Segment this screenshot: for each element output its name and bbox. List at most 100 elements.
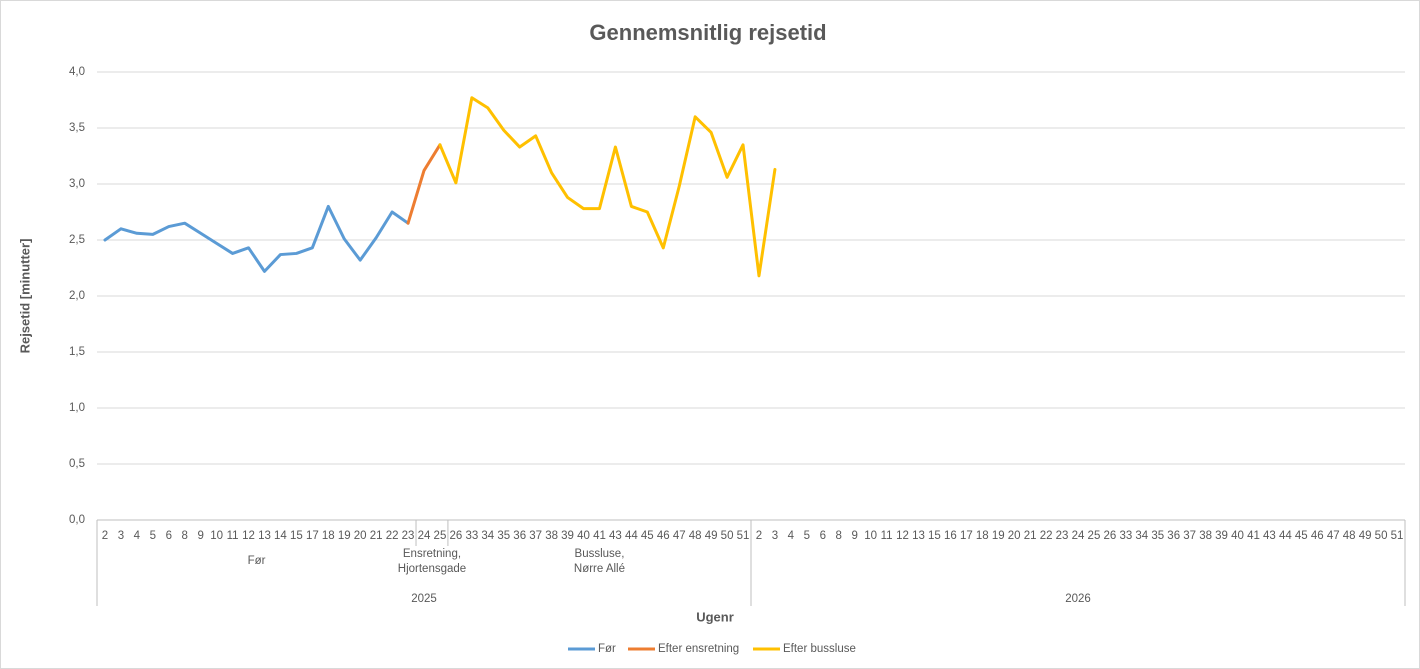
x-tick-label: 17 [960, 530, 973, 542]
x-tick-label: 21 [1024, 530, 1037, 542]
x-tick-label: 8 [182, 530, 188, 542]
subgroup-label: Bussluse, Nørre Allé [574, 548, 625, 575]
x-tick-label: 37 [1183, 530, 1196, 542]
x-tick-label: 2 [102, 530, 108, 542]
y-tick-label: 1,5 [69, 346, 85, 358]
x-tick-label: 49 [705, 530, 718, 542]
x-tick-label: 24 [418, 530, 431, 542]
x-tick-label: 19 [338, 530, 351, 542]
legend-label: Efter ensretning [658, 643, 739, 655]
x-tick-label: 18 [322, 530, 335, 542]
x-tick-label: 14 [274, 530, 287, 542]
x-tick-label: 43 [609, 530, 622, 542]
x-tick-label: 33 [1119, 530, 1132, 542]
x-tick-label: 2 [756, 530, 762, 542]
x-tick-label: 43 [1263, 530, 1276, 542]
x-tick-label: 22 [1040, 530, 1053, 542]
x-tick-label: 48 [689, 530, 702, 542]
x-tick-label: 36 [513, 530, 526, 542]
x-tick-label: 11 [881, 530, 893, 542]
subgroup-label-line: Nørre Allé [574, 563, 625, 575]
chart-title: Gennemsnitlig rejsetid [589, 20, 826, 45]
x-tick-label: 35 [497, 530, 510, 542]
x-tick-label: 46 [657, 530, 670, 542]
x-tick-label: 6 [166, 530, 172, 542]
x-tick-label: 12 [896, 530, 909, 542]
x-tick-label: 23 [402, 530, 415, 542]
x-tick-label: 6 [820, 530, 826, 542]
x-tick-label: 39 [1215, 530, 1228, 542]
series-line [406, 143, 442, 225]
subgroup-label-line: Ensretning, [403, 548, 461, 560]
x-tick-label: 46 [1311, 530, 1324, 542]
subgroup-label: Før [248, 555, 266, 567]
group-label: 2026 [1065, 593, 1091, 605]
x-tick-label: 20 [354, 530, 367, 542]
x-tick-label: 20 [1008, 530, 1021, 542]
x-tick-label: 3 [772, 530, 778, 542]
y-axis-title: Rejsetid [minutter] [17, 239, 32, 354]
series-line [103, 204, 410, 273]
x-tick-label: 5 [804, 530, 810, 542]
x-tick-label: 12 [242, 530, 255, 542]
x-tick-label: 51 [1391, 530, 1404, 542]
x-tick-label: 44 [625, 530, 638, 542]
group-label: 2025 [411, 593, 437, 605]
y-tick-label: 0,5 [69, 458, 85, 470]
y-tick-label: 3,5 [69, 122, 85, 134]
x-tick-label: 50 [1375, 530, 1388, 542]
subgroup-label-line: Før [248, 555, 266, 567]
x-tick-label: 49 [1359, 530, 1372, 542]
x-tick-label: 34 [1135, 530, 1148, 542]
x-tick-label: 11 [227, 530, 239, 542]
x-tick-label: 34 [481, 530, 494, 542]
y-tick-label: 4,0 [69, 66, 85, 78]
x-tick-label: 47 [673, 530, 686, 542]
x-tick-label: 8 [836, 530, 842, 542]
x-tick-label: 15 [928, 530, 941, 542]
x-tick-label: 17 [306, 530, 319, 542]
x-tick-label: 24 [1072, 530, 1085, 542]
y-tick-label: 0,0 [69, 514, 85, 526]
x-tick-label: 5 [150, 530, 156, 542]
x-tick-label: 21 [370, 530, 383, 542]
x-tick-label: 10 [864, 530, 877, 542]
x-tick-label: 45 [1295, 530, 1308, 542]
x-tick-label: 26 [450, 530, 463, 542]
x-tick-label: 45 [641, 530, 654, 542]
x-tick-label: 33 [465, 530, 478, 542]
x-tick-label: 10 [210, 530, 223, 542]
x-tick-label: 40 [1231, 530, 1244, 542]
x-tick-label: 51 [737, 530, 750, 542]
x-tick-label: 39 [561, 530, 574, 542]
y-tick-label: 2,0 [69, 290, 85, 302]
y-tick-label: 1,0 [69, 402, 85, 414]
x-tick-label: 13 [912, 530, 925, 542]
legend-label: Før [598, 643, 616, 655]
x-tick-label: 40 [577, 530, 590, 542]
x-tick-label: 18 [976, 530, 989, 542]
x-tick-label: 26 [1104, 530, 1117, 542]
x-tick-label: 35 [1151, 530, 1164, 542]
x-tick-label: 25 [434, 530, 447, 542]
x-tick-label: 25 [1088, 530, 1101, 542]
x-tick-label: 36 [1167, 530, 1180, 542]
legend-label: Efter bussluse [783, 643, 856, 655]
x-tick-label: 15 [290, 530, 303, 542]
x-tick-label: 41 [593, 530, 606, 542]
x-tick-label: 16 [944, 530, 957, 542]
series-line [438, 96, 777, 278]
subgroup-label: Ensretning, Hjortensgade [398, 548, 466, 575]
x-tick-label: 9 [851, 530, 857, 542]
x-axis-title: Ugenr [696, 609, 734, 624]
x-tick-label: 13 [258, 530, 271, 542]
x-tick-label: 22 [386, 530, 399, 542]
x-tick-label: 4 [134, 530, 141, 542]
x-tick-label: 38 [1199, 530, 1212, 542]
subgroup-label-line: Bussluse, [575, 548, 625, 560]
x-tick-label: 44 [1279, 530, 1292, 542]
x-tick-label: 37 [529, 530, 542, 542]
